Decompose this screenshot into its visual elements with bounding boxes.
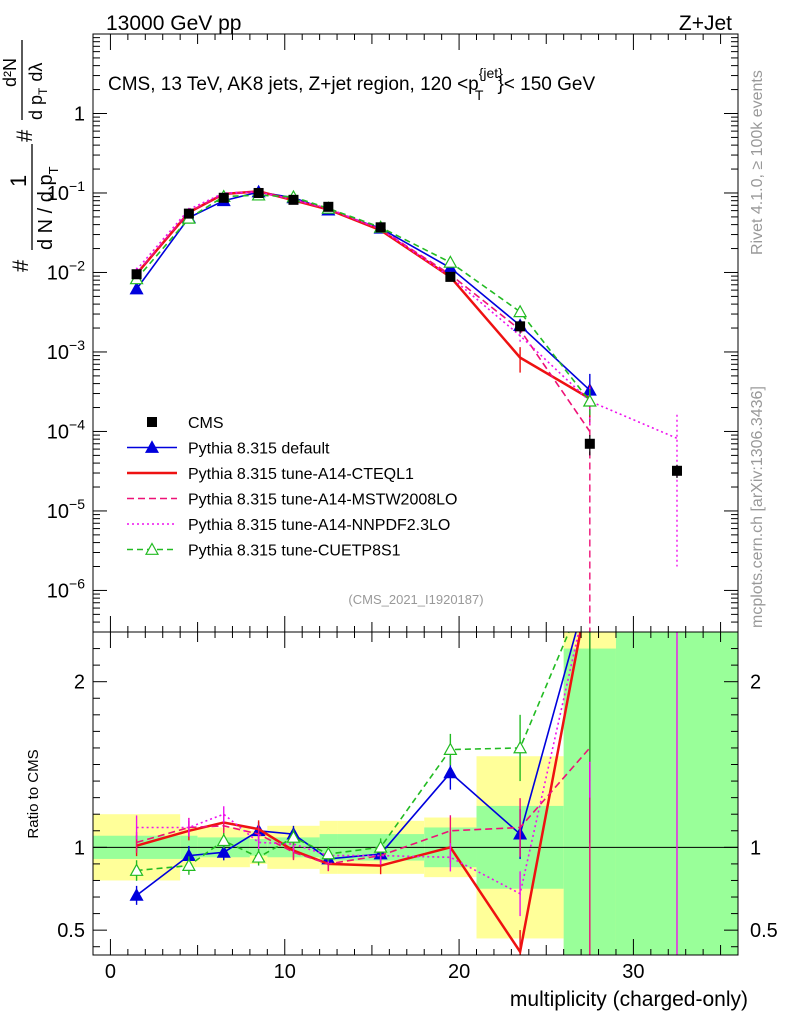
legend: CMS Pythia 8.315 default Pythia 8.315 tune…: [127, 415, 457, 560]
ratio-line-4: [136, 632, 570, 872]
x-tick-label: 10: [274, 961, 296, 983]
ratio-y-tick-label-right: 0.5: [750, 920, 778, 942]
legend-marker-4: [144, 542, 160, 555]
main-plot-area: [129, 184, 682, 632]
data-point: [515, 321, 526, 332]
data-point: [445, 271, 456, 282]
ratio-y-tick-label: 0.5: [57, 920, 85, 942]
data-point: [131, 269, 142, 280]
series-line-3: [135, 191, 678, 440]
x-tick-label: 20: [448, 961, 470, 983]
ratio-marker-0: [443, 765, 458, 779]
rivet-version-label: Rivet 4.1.0, ≥ 100k events: [749, 70, 766, 255]
ratio-line-2: [136, 747, 591, 865]
ratio-marker-4: [321, 846, 336, 860]
legend-marker-0: [144, 440, 160, 453]
ratio-marker-4: [216, 833, 231, 847]
legend-label-4: Pythia 8.315 tune-CUETP8S1: [188, 543, 401, 560]
main-y-tick-label: 10−2: [47, 257, 85, 284]
analysis-id-label: (CMS_2021_I1920187): [348, 592, 483, 607]
data-point: [253, 187, 264, 198]
main-y-tick-label: 10−4: [47, 416, 85, 443]
ratio-marker-4: [129, 863, 144, 876]
ratio-frame: [92, 631, 739, 956]
data-point: [671, 465, 682, 476]
ratio-marker-0: [129, 888, 144, 901]
main-y-tick-label: 1: [74, 103, 85, 125]
data-point: [584, 438, 595, 449]
x-tick-label: 0: [105, 961, 116, 983]
x-axis-label: multiplicity (charged-only): [510, 988, 748, 1011]
ratio-marker-4: [513, 740, 528, 754]
data-point: [218, 192, 229, 203]
x-axis: 0 10 20 30: [105, 34, 722, 983]
mcplots-credit-label: mcplots.cern.ch [arXiv:1306.3436]: [749, 386, 766, 628]
data-point: [288, 194, 299, 205]
main-y-tick-label: 10−5: [47, 496, 85, 523]
series-marker-0: [129, 281, 144, 295]
svg-text:d²N: d²N: [0, 58, 20, 87]
series-line-2: [135, 190, 591, 432]
main-panel: 10−6 10−5 10−4 10−3 10−2 10−1 1 CMS, 13 TeV, A…: [47, 33, 739, 633]
ratio-y-tick-label: 2: [74, 672, 85, 694]
svg-text:#: #: [8, 259, 33, 272]
main-y-tick-label: 10−1: [47, 178, 85, 205]
svg-text:#: #: [12, 129, 37, 142]
legend-marker-data: [147, 417, 157, 427]
ratio-y-axis-label: Ratio to CMS: [25, 749, 42, 838]
data-point: [183, 208, 194, 219]
legend-label-1: Pythia 8.315 tune-A14-CTEQL1: [188, 466, 414, 483]
ratio-marker-4: [251, 850, 266, 863]
ratio-marker-4: [373, 840, 388, 853]
svg-text:d N / d pT: d N / d pT: [35, 166, 61, 250]
ratio-plot-area: [93, 632, 738, 955]
legend-label-3: Pythia 8.315 tune-A14-NNPDF2.3LO: [188, 517, 450, 534]
ratio-y-tick-label: 1: [74, 837, 85, 859]
ratio-y-tick-label-right: 2: [750, 672, 761, 694]
ratio-marker-4: [443, 742, 458, 756]
ratio-panel: 0.5 0.5 1 1 2 2 0 10 20 30 Ratio to CMS multipli…: [25, 34, 778, 1011]
series-marker-4: [513, 304, 528, 318]
ratio-marker-4: [286, 830, 301, 843]
header-process: 13000 GeV pp: [106, 12, 241, 35]
ratio-marker-0: [216, 845, 231, 858]
series-marker-4: [582, 393, 597, 407]
ratio-y-tick-label-right: 1: [750, 837, 761, 859]
legend-label-data: CMS: [188, 415, 224, 432]
main-y-axis: 10−6 10−5 10−4 10−3 10−2 10−1 1: [47, 33, 738, 633]
series-line-4: [135, 194, 591, 402]
main-title: CMS, 13 TeV, AK8 jets, Z+jet region, 120…: [108, 65, 595, 103]
header-channel: Z+Jet: [679, 12, 732, 35]
ratio-y-axis: 0.5 0.5 1 1 2 2: [57, 648, 778, 948]
main-y-tick-label: 10−6: [47, 575, 85, 602]
svg-text:1: 1: [6, 175, 31, 187]
svg-text:d pTdλ: d pTdλ: [26, 63, 50, 120]
data-point: [375, 222, 386, 233]
x-tick-label: 30: [622, 961, 644, 983]
data-point: [323, 201, 334, 212]
main-y-axis-label: # 1 d N / d pT # d²N d pTdλ: [0, 40, 61, 272]
legend-label-0: Pythia 8.315 default: [188, 441, 330, 458]
series-marker-4: [443, 255, 458, 268]
ratio-marker-4: [181, 858, 196, 871]
main-y-tick-label: 10−3: [47, 337, 85, 364]
legend-label-2: Pythia 8.315 tune-A14-MSTW2008LO: [188, 492, 457, 509]
